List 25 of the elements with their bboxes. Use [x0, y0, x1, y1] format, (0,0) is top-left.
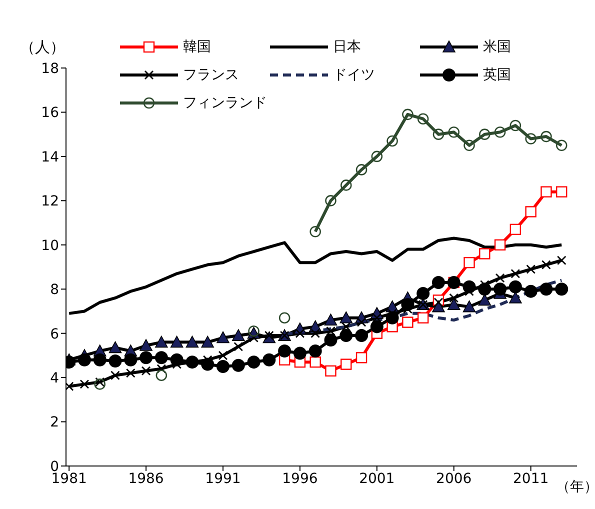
legend-label: 米国 [483, 38, 511, 56]
y-tick-label: 4 [50, 370, 60, 387]
y-tick-label: 2 [50, 414, 59, 431]
legend-label: 日本 [333, 38, 361, 56]
x-tick-label: 1981 [51, 470, 87, 487]
legend-label: フィンランド [183, 94, 267, 112]
y-tick-label: 18 [41, 60, 59, 77]
x-tick-label: 2001 [359, 470, 395, 487]
legend-label: フランス [183, 66, 239, 84]
x-tick-label: 2006 [436, 470, 472, 487]
y-axis-title: （人） [20, 38, 65, 57]
legend-label: 韓国 [183, 38, 211, 56]
x-tick-label: 1986 [128, 470, 164, 487]
y-tick-label: 14 [41, 149, 60, 166]
y-tick-label: 6 [50, 326, 60, 342]
x-tick-label: 1991 [205, 470, 241, 487]
x-tick-label: 2011 [513, 470, 549, 487]
legend-label: ドイツ [333, 66, 375, 84]
x-axis-title: （年） [556, 478, 595, 496]
y-tick-label: 12 [41, 194, 59, 210]
x-tick-label: 1996 [282, 470, 318, 487]
y-tick-label: 8 [50, 282, 59, 298]
y-tick-label: 16 [41, 105, 60, 122]
legend-label: 英国 [483, 66, 511, 84]
y-tick-label: 10 [41, 238, 59, 254]
